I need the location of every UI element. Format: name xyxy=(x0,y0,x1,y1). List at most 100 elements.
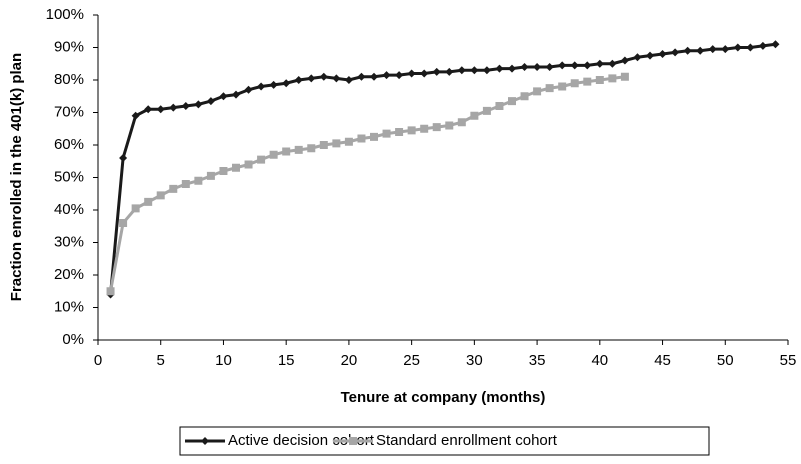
data-point xyxy=(307,74,316,83)
y-tick-label: 50% xyxy=(54,168,84,185)
data-point xyxy=(181,180,190,188)
x-tick-label: 35 xyxy=(529,352,546,369)
data-point xyxy=(646,51,654,60)
data-point xyxy=(169,103,178,112)
data-point xyxy=(144,197,153,206)
x-tick-label: 10 xyxy=(215,352,232,369)
data-point xyxy=(232,90,240,99)
data-point xyxy=(457,118,466,127)
x-axis-label: Tenure at company (months) xyxy=(341,389,546,406)
data-point xyxy=(194,100,203,109)
data-point xyxy=(357,134,366,143)
data-point xyxy=(545,84,554,93)
data-point xyxy=(232,163,240,172)
data-point xyxy=(545,63,554,71)
data-point xyxy=(608,74,617,83)
y-tick-label: 60% xyxy=(54,136,84,153)
data-point xyxy=(508,64,516,73)
data-point xyxy=(269,80,278,89)
data-point xyxy=(370,132,378,141)
data-point xyxy=(708,45,717,54)
legend-label: Active decision cohort xyxy=(228,432,375,449)
x-tick-label: 5 xyxy=(157,352,165,369)
data-point xyxy=(319,72,328,81)
data-point xyxy=(721,45,730,54)
y-tick-label: 30% xyxy=(54,233,84,250)
legend-marker xyxy=(201,437,209,445)
data-point xyxy=(671,48,680,57)
data-point xyxy=(257,82,266,91)
data-point xyxy=(620,56,629,65)
data-point xyxy=(420,69,429,78)
data-point xyxy=(169,184,178,193)
x-tick-label: 25 xyxy=(403,352,420,369)
y-tick-label: 90% xyxy=(54,38,84,55)
y-tick-label: 20% xyxy=(54,266,84,283)
data-point xyxy=(445,67,454,76)
data-point xyxy=(319,141,328,149)
data-point xyxy=(432,123,441,132)
data-point xyxy=(533,87,542,96)
x-tick-label: 45 xyxy=(654,352,671,369)
data-point xyxy=(382,129,391,138)
data-point xyxy=(407,69,416,78)
data-point xyxy=(269,150,278,159)
data-point xyxy=(620,72,629,81)
data-point xyxy=(746,43,755,52)
data-point xyxy=(583,77,592,86)
data-point xyxy=(144,105,153,114)
data-point xyxy=(219,92,228,101)
x-tick-label: 20 xyxy=(341,352,358,369)
data-point xyxy=(294,145,303,154)
data-point xyxy=(658,50,667,58)
data-point xyxy=(570,61,579,70)
data-point xyxy=(382,71,391,80)
data-point xyxy=(445,121,454,130)
data-point xyxy=(194,176,203,185)
data-point xyxy=(357,72,366,81)
x-tick-label: 50 xyxy=(717,352,734,369)
y-tick-label: 10% xyxy=(54,298,84,315)
data-point xyxy=(244,160,253,169)
legend-marker xyxy=(349,437,357,445)
x-tick-label: 30 xyxy=(466,352,483,369)
y-tick-label: 100% xyxy=(46,6,84,23)
data-point xyxy=(470,66,479,75)
data-point xyxy=(156,105,165,114)
data-point xyxy=(294,76,303,84)
data-point xyxy=(595,59,604,68)
data-point xyxy=(558,82,567,91)
data-point xyxy=(608,59,617,68)
data-point xyxy=(206,171,215,180)
x-tick-label: 0 xyxy=(94,352,102,369)
data-point xyxy=(131,111,140,120)
data-point xyxy=(257,155,266,164)
data-point xyxy=(432,67,441,76)
data-point xyxy=(407,126,416,135)
data-point xyxy=(119,219,128,227)
data-point xyxy=(307,144,316,153)
data-point xyxy=(482,106,491,115)
data-point xyxy=(533,63,542,71)
x-tick-label: 40 xyxy=(591,352,608,369)
y-tick-label: 40% xyxy=(54,201,84,218)
data-point xyxy=(583,61,592,70)
data-point xyxy=(457,66,466,75)
data-point xyxy=(219,167,228,175)
y-tick-label: 0% xyxy=(62,331,84,348)
data-point xyxy=(332,74,341,83)
data-point xyxy=(683,46,692,55)
data-point xyxy=(395,128,404,136)
data-point xyxy=(696,46,705,55)
data-point xyxy=(244,85,253,94)
legend-box xyxy=(179,426,710,456)
data-point xyxy=(771,40,780,49)
data-point xyxy=(344,76,353,84)
data-point xyxy=(206,97,215,106)
data-point xyxy=(282,147,291,156)
data-point xyxy=(495,64,504,73)
data-point xyxy=(558,61,567,70)
data-point xyxy=(508,97,516,106)
series-line xyxy=(109,42,776,295)
